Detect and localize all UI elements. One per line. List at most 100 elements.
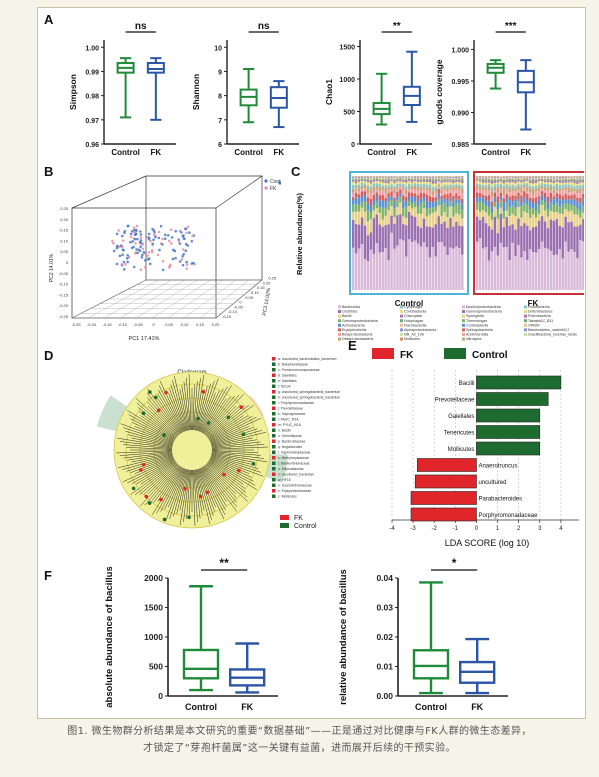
stacked-bar-chart: Relative abundance(%)Control FKBacteroidi…	[295, 171, 584, 341]
bar-segment	[390, 176, 393, 177]
bar-segment	[449, 189, 452, 194]
bar-segment	[372, 253, 376, 290]
y-tick-label: 2000	[144, 573, 163, 583]
bar-segment	[576, 192, 579, 198]
fk-point	[134, 242, 137, 245]
pcoa-cube: -0.25 -0.20 -0.15 -0.10 -0.05 0 0.05 0.10 0.15 0.…	[49, 175, 281, 342]
bar-segment	[363, 194, 367, 202]
bar-segment	[555, 203, 559, 213]
bar-segment	[490, 229, 494, 252]
fk-point	[133, 230, 136, 234]
branch-line	[126, 447, 173, 450]
bar-segment	[570, 185, 573, 189]
bar-segment	[478, 197, 482, 202]
bar-segment	[369, 178, 373, 181]
taxa-label: t: Bdellovibrionaceae	[278, 462, 310, 466]
bar-segment	[481, 248, 485, 290]
control-point	[174, 256, 177, 260]
y-tick-label: 0.03	[376, 603, 393, 613]
bar-segment	[384, 176, 387, 178]
bar-segment	[546, 202, 550, 210]
control-point	[132, 265, 136, 269]
legend-swatch	[400, 310, 403, 313]
bar-segment	[529, 249, 532, 290]
bar-segment	[558, 181, 561, 183]
lefse-node	[154, 395, 158, 400]
bar-segment	[493, 179, 497, 181]
branch-line	[195, 389, 205, 431]
bar-segment	[543, 192, 547, 198]
y-tick-label: 0.990	[451, 110, 469, 117]
bar-segment	[546, 248, 550, 290]
bar-segment	[425, 177, 429, 180]
lda-bar-label: Mollicutes	[448, 447, 475, 453]
bar-segment	[529, 186, 532, 189]
bar-segment	[549, 176, 553, 177]
fk-point	[149, 239, 152, 243]
bar-segment	[363, 211, 367, 226]
bar-segment	[352, 180, 355, 182]
bar-segment	[490, 191, 494, 197]
bar-segment	[413, 180, 417, 184]
bar-segment	[481, 182, 485, 185]
bar-segment	[549, 186, 553, 191]
bar-segment	[567, 184, 570, 188]
branch-line	[194, 469, 201, 519]
bar-segment	[381, 177, 384, 179]
branch-line	[204, 394, 240, 435]
bar-segment	[387, 185, 390, 188]
bar-segment	[372, 183, 376, 187]
control-point	[171, 257, 175, 261]
bar-segment	[502, 185, 505, 189]
bar-segment	[505, 246, 508, 290]
bar-segment	[558, 207, 561, 214]
bar-segment	[405, 186, 408, 190]
fk-point	[177, 240, 181, 244]
branch-line	[206, 405, 241, 437]
bar-segment	[399, 192, 402, 197]
bar-segment	[402, 179, 405, 181]
control-point	[181, 263, 185, 267]
bar-segment	[405, 194, 408, 198]
branch-line	[119, 451, 173, 456]
bar-segment	[570, 195, 573, 200]
bar-segment	[517, 184, 520, 186]
control-point	[118, 254, 122, 258]
branch-line	[208, 405, 254, 439]
bar-segment	[499, 189, 503, 193]
bar-segment	[369, 181, 373, 184]
bar-segment	[461, 226, 464, 255]
control-point	[126, 260, 129, 264]
bar-segment	[499, 176, 503, 178]
bar-segment	[526, 225, 529, 261]
branch-line	[211, 450, 258, 453]
bar-segment	[520, 177, 523, 178]
y-tick-label: 0.96	[85, 142, 99, 149]
bar-segment	[369, 212, 373, 220]
branch-line	[183, 381, 190, 431]
bar-segment	[446, 217, 449, 228]
bar-segment	[416, 195, 420, 202]
bar-segment	[478, 238, 482, 290]
bar-segment	[511, 191, 514, 196]
bar-segment	[440, 176, 443, 177]
legend-label: Coriobacteriia	[466, 323, 488, 327]
bar-segment	[534, 191, 538, 198]
bar-segment	[352, 200, 355, 205]
bar-segment	[360, 176, 364, 177]
bar-segment	[505, 194, 508, 198]
bar-segment	[410, 215, 414, 242]
z-tick-label: 0.05	[60, 249, 69, 254]
bar-segment	[552, 183, 556, 186]
control-point	[115, 232, 119, 236]
bar-segment	[440, 176, 443, 178]
bar-segment	[437, 188, 440, 194]
z-tick-label: -0.25	[59, 314, 69, 319]
bar-segment	[458, 180, 461, 183]
bar-segment	[408, 177, 411, 178]
branch-line	[196, 469, 210, 524]
legend-label: Coriobacteriia	[404, 310, 426, 314]
bar-segment	[384, 207, 387, 216]
bar-segment	[499, 180, 503, 182]
